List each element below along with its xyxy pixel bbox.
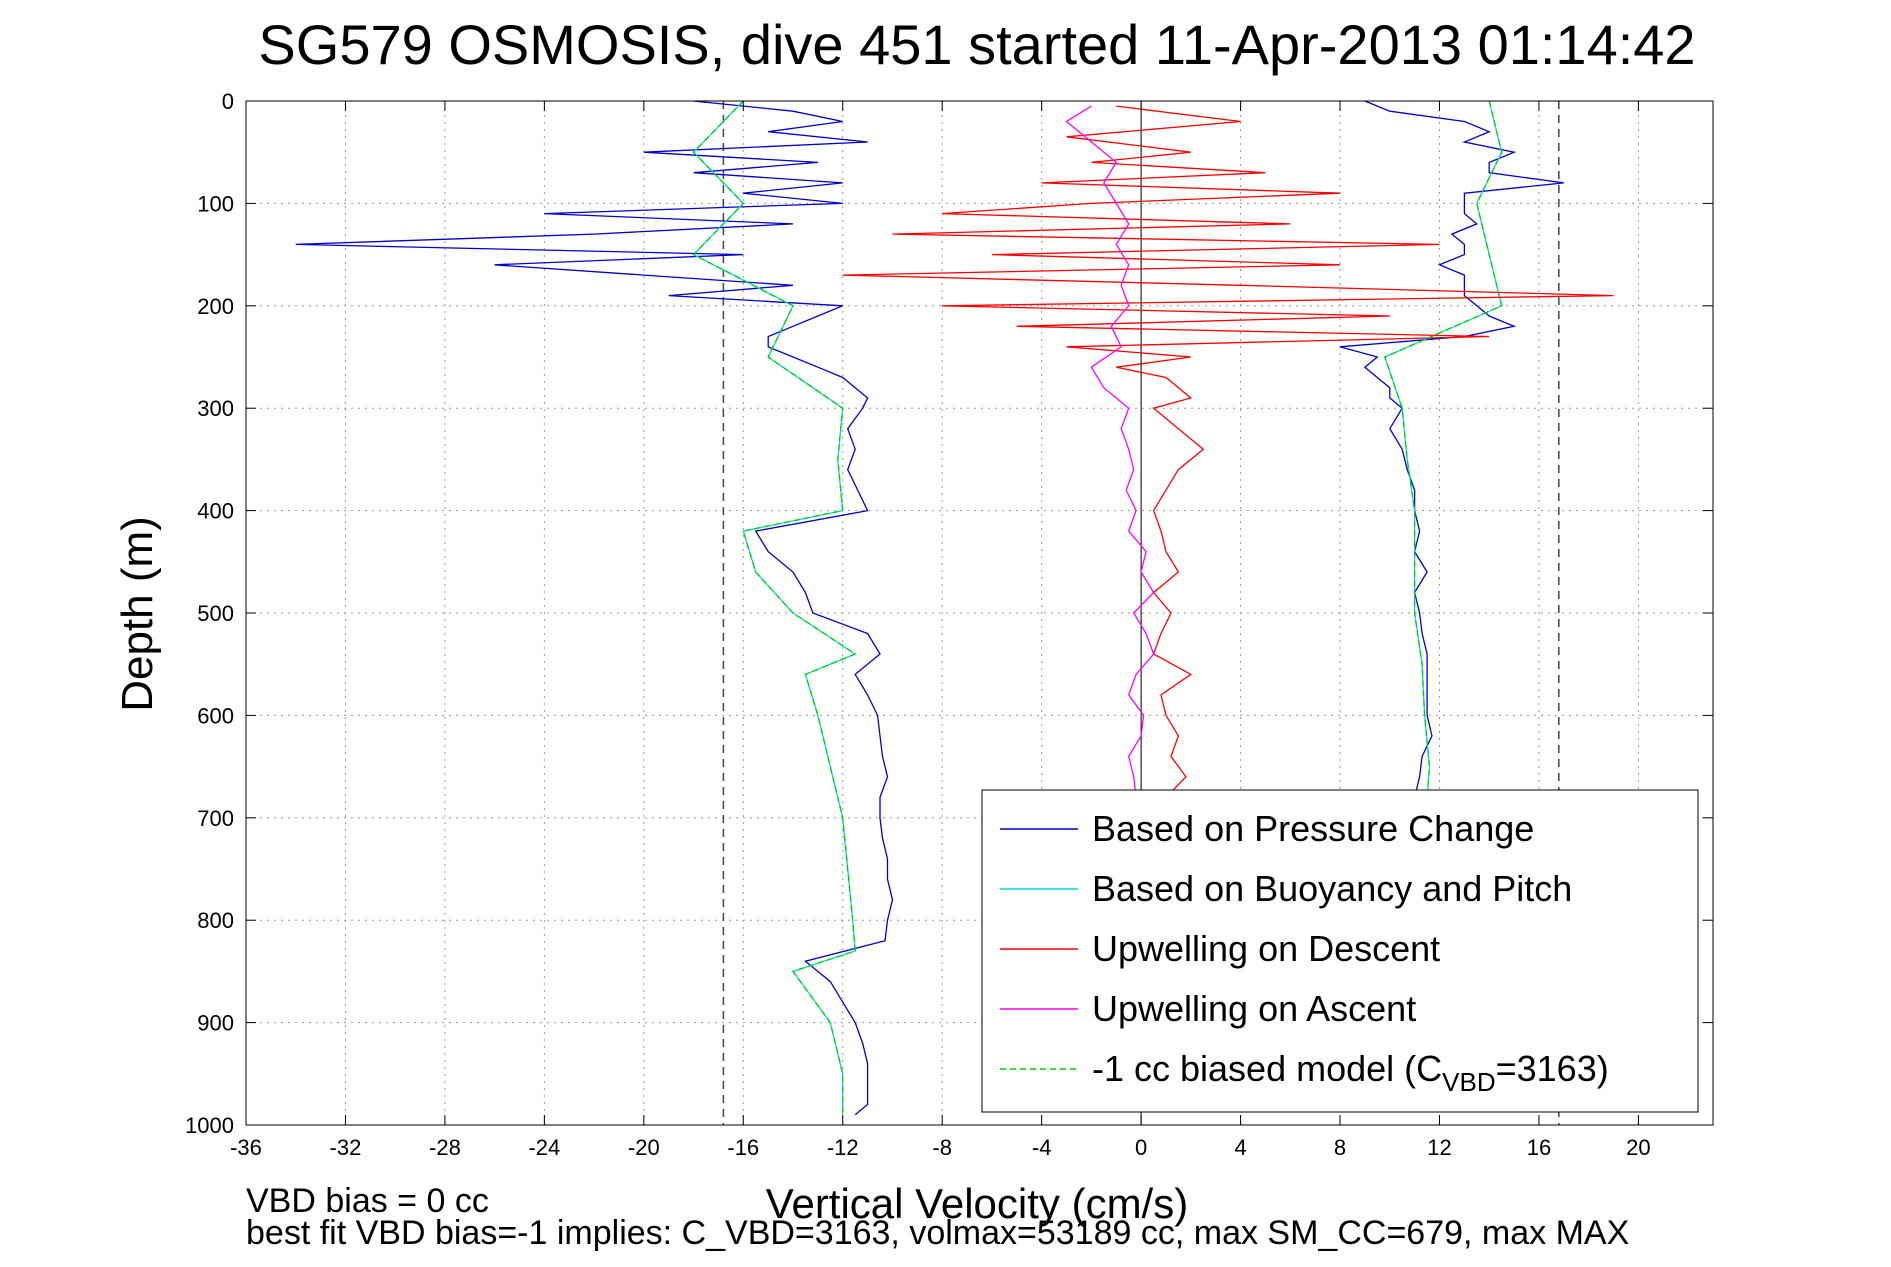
- x-tick-label: -16: [727, 1135, 759, 1160]
- legend-entry-label: Based on Buoyancy and Pitch: [1092, 868, 1572, 909]
- x-tick-label: 12: [1427, 1135, 1451, 1160]
- x-tick-label: 0: [1135, 1135, 1147, 1160]
- y-tick-label: 800: [197, 908, 234, 933]
- y-tick-label: 900: [197, 1011, 234, 1036]
- legend: Based on Pressure Change Based on Buoyanc…: [981, 789, 1699, 1113]
- x-tick-label: 8: [1334, 1135, 1346, 1160]
- x-axis-label: Vertical Velocity (cm/s): [766, 1180, 1188, 1227]
- legend-box: [981, 789, 1699, 1113]
- chart-title: SG579 OSMOSIS, dive 451 started 11-Apr-2…: [258, 13, 1695, 76]
- x-tick-label: -28: [429, 1135, 461, 1160]
- x-tick-label: -24: [528, 1135, 560, 1160]
- fit-annotation: best fit VBD bias=-1 implies: C_VBD=3163…: [246, 1214, 1629, 1252]
- series-line-based-on-buoyancy-and-pitch: [692, 100, 857, 1115]
- axis-ticks: -36 -32 -28 -24 -20 -16 -12 -8 -4 0 4 8 12 16 20010020…: [185, 89, 1713, 1160]
- series-line-1-cc-biased-model-c-vbd-3163: [692, 100, 857, 1115]
- x-tick-label: -32: [330, 1135, 362, 1160]
- x-tick-label: -36: [230, 1135, 262, 1160]
- series-line-based-on-buoyancy-and-pitch: [1383, 100, 1503, 798]
- y-tick-label: 100: [197, 191, 234, 216]
- y-tick-label: 600: [197, 703, 234, 728]
- series-group: [295, 100, 1614, 1116]
- legend-entry-label: -1 cc biased model (CVBD=3163): [1092, 1048, 1609, 1097]
- x-tick-label: -8: [932, 1135, 952, 1160]
- x-tick-label: -12: [827, 1135, 859, 1160]
- series-line-upwelling-on-ascent: [1065, 105, 1155, 798]
- y-tick-label: 300: [197, 396, 234, 421]
- y-axis-label: Depth (m): [113, 516, 162, 712]
- bias-annotation: VBD bias = 0 cc: [246, 1182, 489, 1220]
- y-tick-label: 0: [222, 89, 234, 114]
- y-tick-label: 500: [197, 601, 234, 626]
- series-line-based-on-pressure-change: [295, 100, 894, 1116]
- x-tick-label: -4: [1032, 1135, 1052, 1160]
- x-tick-label: 16: [1527, 1135, 1551, 1160]
- series-line-based-on-pressure-change: [1339, 100, 1564, 798]
- x-tick-label: 4: [1234, 1135, 1246, 1160]
- y-tick-label: 400: [197, 499, 234, 524]
- x-tick-label: -20: [628, 1135, 660, 1160]
- y-tick-label: 1000: [185, 1113, 234, 1138]
- series-line-upwelling-on-descent: [842, 105, 1614, 798]
- legend-entry-label: Based on Pressure Change: [1092, 808, 1534, 849]
- x-tick-label: 20: [1626, 1135, 1650, 1160]
- legend-entry-label: Upwelling on Descent: [1092, 928, 1440, 969]
- y-tick-label: 200: [197, 294, 234, 319]
- legend-entry-label: Upwelling on Ascent: [1092, 988, 1416, 1029]
- y-tick-label: 700: [197, 806, 234, 831]
